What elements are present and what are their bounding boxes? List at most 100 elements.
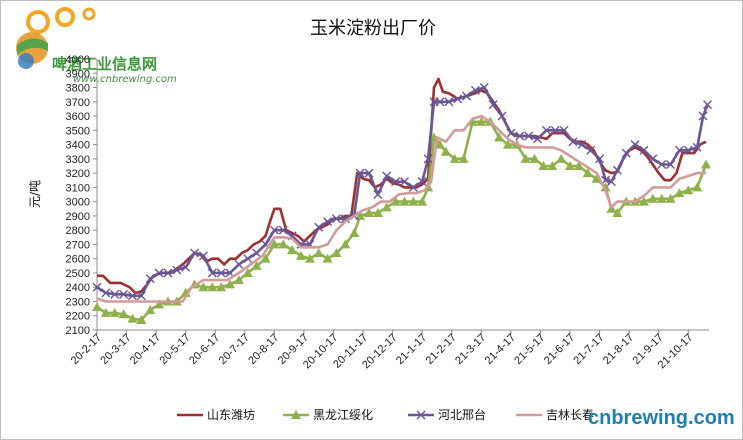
y-tick-label: 2300	[66, 296, 90, 308]
data-point-triangle	[145, 305, 156, 315]
data-point-triangle	[118, 309, 129, 319]
data-point-triangle	[638, 196, 649, 206]
series-layer	[92, 77, 713, 325]
series-3	[92, 83, 713, 301]
data-point-triangle	[225, 279, 236, 289]
data-point-triangle	[92, 302, 102, 312]
series-line	[96, 114, 706, 303]
data-point-x	[278, 225, 288, 235]
logo-ring-medium	[55, 7, 75, 27]
data-point-x	[621, 148, 631, 158]
data-point-triangle	[449, 153, 460, 163]
data-point-triangle	[100, 307, 111, 317]
y-tick-label: 3300	[66, 154, 90, 166]
data-point-x	[172, 265, 182, 275]
x-tick-label: 21-7-17	[571, 332, 606, 367]
data-point-triangle	[331, 247, 342, 257]
data-point-x	[666, 160, 676, 170]
data-point-triangle	[547, 160, 558, 170]
data-point-triangle	[656, 193, 667, 203]
data-point-x	[698, 111, 708, 121]
logo-ring-large	[26, 10, 50, 34]
data-point-triangle	[322, 253, 333, 263]
y-tick-label: 3900	[66, 68, 90, 80]
data-point-x	[595, 154, 605, 164]
data-point-x	[630, 140, 640, 150]
data-point-triangle	[127, 313, 138, 323]
data-point-triangle	[287, 245, 298, 255]
y-tick-label: 2800	[66, 225, 90, 237]
x-tick-label: 21-1-17	[394, 332, 429, 367]
data-point-x	[515, 131, 525, 141]
data-point-triangle	[612, 208, 623, 218]
chart-title: 玉米淀粉出厂价	[310, 18, 436, 39]
data-point-x	[606, 177, 616, 187]
legend: 山东潍坊 黑龙江绥化 河北邢台 吉林长春	[177, 407, 594, 422]
data-point-triangle	[674, 188, 685, 198]
data-point-x	[136, 291, 146, 301]
x-tick-label: 20-7-17	[217, 332, 252, 367]
data-point-x	[444, 97, 454, 107]
data-point-x	[323, 217, 333, 227]
logo-url: www.cnbrewing.com	[73, 74, 177, 85]
x-tick-label: 21-4-17	[483, 332, 518, 367]
y-tick-label: 3700	[66, 97, 90, 109]
data-point-triangle	[573, 160, 584, 170]
data-point-triangle	[701, 159, 712, 169]
logo-name: 啤酒工业信息网	[52, 55, 157, 73]
x-tick-label: 20-5-17	[158, 332, 193, 367]
data-point-x	[269, 225, 279, 235]
y-tick-label: 2100	[66, 325, 90, 337]
data-point-x	[119, 289, 129, 299]
y-tick-label: 3400	[66, 140, 90, 152]
data-point-triangle	[390, 196, 401, 206]
logo: 啤酒工业信息网 www.cnbrewing.com	[16, 7, 177, 85]
data-point-x	[568, 137, 578, 147]
data-point-x	[479, 83, 489, 93]
data-point-x	[181, 262, 191, 272]
data-point-x	[382, 171, 392, 181]
data-point-x	[639, 145, 649, 155]
data-point-triangle	[304, 253, 315, 263]
y-tick-label: 3200	[66, 168, 90, 180]
data-point-triangle	[278, 239, 289, 249]
series-4	[96, 114, 706, 303]
logo-ring-small	[82, 7, 96, 21]
series-1	[97, 77, 707, 295]
data-point-triangle	[296, 250, 306, 260]
data-point-x	[252, 248, 262, 258]
data-point-triangle	[372, 208, 383, 218]
data-point-triangle	[565, 160, 576, 170]
data-point-x	[314, 222, 324, 232]
series-2	[92, 116, 712, 325]
data-point-triangle	[340, 239, 351, 249]
data-point-triangle	[556, 153, 567, 163]
data-point-triangle	[476, 116, 487, 126]
data-point-triangle	[458, 153, 469, 163]
data-point-triangle	[494, 132, 505, 142]
y-ticks: 2100 2200 2300 2400 2500 2600 2700 2800 2900 3000…	[66, 54, 97, 337]
y-tick-label: 2900	[66, 211, 90, 223]
data-point-x	[453, 94, 463, 104]
data-point-x	[110, 289, 120, 299]
legend-label: 河北邢台	[438, 407, 486, 422]
data-point-x	[683, 145, 693, 155]
y-tick-label: 2600	[66, 254, 90, 266]
x-tick-label: 20-3-17	[98, 332, 133, 367]
data-point-x	[234, 259, 244, 269]
data-point-x	[198, 251, 208, 261]
data-point-triangle	[502, 139, 513, 149]
data-point-x	[577, 140, 587, 150]
y-tick-label: 3600	[66, 111, 90, 123]
legend-swatch-triangle	[291, 410, 301, 419]
data-point-triangle	[355, 210, 366, 220]
data-point-triangle	[381, 202, 392, 212]
data-point-x	[497, 111, 507, 121]
x-tick-label: 21-6-17	[542, 332, 577, 367]
data-point-triangle	[600, 182, 611, 192]
data-point-triangle	[529, 153, 540, 163]
legend-swatch-x	[416, 410, 426, 420]
axes	[96, 59, 709, 331]
data-point-x	[648, 154, 658, 164]
